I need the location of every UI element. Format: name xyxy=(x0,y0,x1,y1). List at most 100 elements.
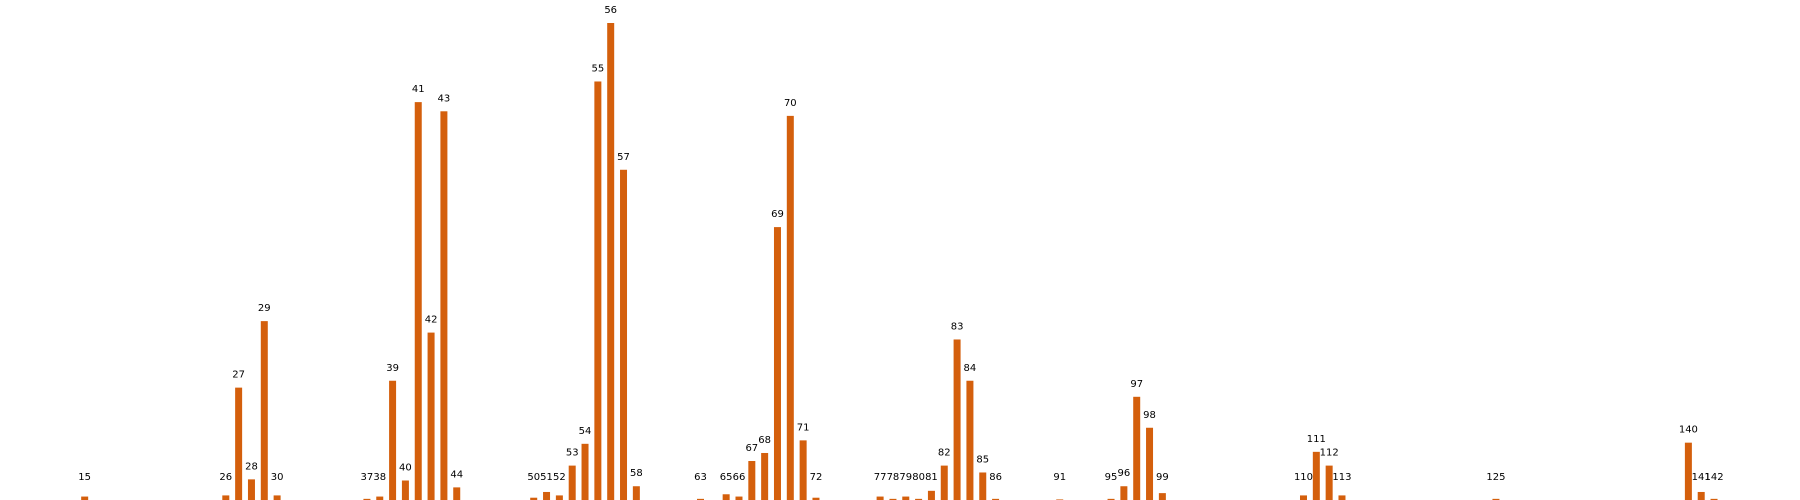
bar xyxy=(927,490,935,500)
bar xyxy=(1325,465,1333,500)
bar xyxy=(555,495,563,500)
bar-label: 27 xyxy=(232,370,245,381)
bar xyxy=(902,496,910,500)
bar-label: 39 xyxy=(386,363,399,374)
bar xyxy=(568,465,576,500)
bar xyxy=(376,496,384,500)
bar xyxy=(363,498,371,500)
bar xyxy=(992,498,1000,500)
bar-label: 80 xyxy=(912,472,925,483)
bar-label: 96 xyxy=(1118,468,1131,479)
bar-label: 91 xyxy=(1053,472,1066,483)
bar-label: 44 xyxy=(450,469,463,480)
bar xyxy=(427,332,435,500)
bar-label: 99 xyxy=(1156,472,1169,483)
bar xyxy=(1710,498,1718,500)
bar xyxy=(530,497,538,500)
bar xyxy=(260,321,268,500)
bar xyxy=(247,479,255,500)
bar-label: 70 xyxy=(784,98,797,109)
bar xyxy=(1299,495,1307,500)
bar-label: 29 xyxy=(258,303,271,314)
bar-label: 85 xyxy=(976,454,989,465)
bar-label: 57 xyxy=(617,152,630,163)
bar-label: 113 xyxy=(1332,472,1351,483)
bar-label: 72 xyxy=(810,472,823,483)
bar xyxy=(915,498,923,500)
bar xyxy=(235,387,243,500)
bar xyxy=(543,491,551,500)
bar-label: 65 xyxy=(720,472,733,483)
bar-label: 51 xyxy=(540,472,553,483)
bar-label: 58 xyxy=(630,468,643,479)
bar-label: 38 xyxy=(373,472,386,483)
bar-label: 28 xyxy=(245,461,258,472)
bar xyxy=(722,494,730,500)
bar xyxy=(1338,495,1346,500)
bar-label: 140 xyxy=(1679,425,1698,436)
bar-label: 55 xyxy=(591,63,604,74)
bar xyxy=(440,111,448,500)
bar-label: 67 xyxy=(745,443,758,454)
bar-label: 43 xyxy=(438,93,451,104)
bar-label: 41 xyxy=(412,84,425,95)
bar xyxy=(414,102,422,500)
bar-label: 125 xyxy=(1486,472,1505,483)
bar-label: 141 xyxy=(1692,472,1711,483)
bar xyxy=(81,496,89,500)
bar-label: 81 xyxy=(925,472,938,483)
bar xyxy=(979,472,987,500)
bar-label: 84 xyxy=(964,363,977,374)
bar-label: 112 xyxy=(1320,448,1339,459)
bar xyxy=(889,498,897,500)
bar xyxy=(1492,498,1500,500)
bar xyxy=(786,115,794,500)
bar xyxy=(735,496,743,500)
bar-label: 69 xyxy=(771,209,784,220)
bar-label: 78 xyxy=(887,472,900,483)
bar-label: 97 xyxy=(1130,379,1143,390)
bar-label: 15 xyxy=(78,472,91,483)
bar-label: 66 xyxy=(733,472,746,483)
bar-label: 110 xyxy=(1294,472,1313,483)
bar-label: 26 xyxy=(219,472,232,483)
bar-label: 68 xyxy=(758,435,771,446)
bar-label: 42 xyxy=(425,315,438,326)
bar xyxy=(696,498,704,500)
bar-label: 30 xyxy=(271,472,284,483)
bar-label: 63 xyxy=(694,472,707,483)
bar xyxy=(453,487,461,500)
bar xyxy=(748,461,756,500)
bar xyxy=(1158,493,1166,500)
bar xyxy=(594,81,602,500)
bar xyxy=(773,227,781,500)
bar-label: 142 xyxy=(1704,472,1723,483)
bar xyxy=(812,497,820,500)
bar-label: 52 xyxy=(553,472,566,483)
bar xyxy=(273,495,281,500)
bar-label: 54 xyxy=(579,426,592,437)
bar-label: 82 xyxy=(938,448,951,459)
bar xyxy=(761,452,769,500)
bar xyxy=(1684,442,1692,500)
bar-label: 50 xyxy=(527,472,540,483)
bar-label: 56 xyxy=(604,5,617,16)
bar-label: 79 xyxy=(899,472,912,483)
bar xyxy=(966,380,974,500)
bar xyxy=(1120,486,1128,500)
bar xyxy=(953,339,961,500)
bar xyxy=(620,169,628,500)
bar xyxy=(401,480,409,500)
bar xyxy=(799,440,807,500)
bar-label: 83 xyxy=(951,321,964,332)
bar xyxy=(581,443,589,500)
bar-label: 98 xyxy=(1143,410,1156,421)
bar-label: 111 xyxy=(1307,434,1326,445)
bar xyxy=(1697,491,1705,500)
bar xyxy=(1312,451,1320,500)
bar-label: 77 xyxy=(874,472,887,483)
bar xyxy=(876,496,884,500)
bar xyxy=(1133,396,1141,500)
bar-label: 95 xyxy=(1105,472,1118,483)
